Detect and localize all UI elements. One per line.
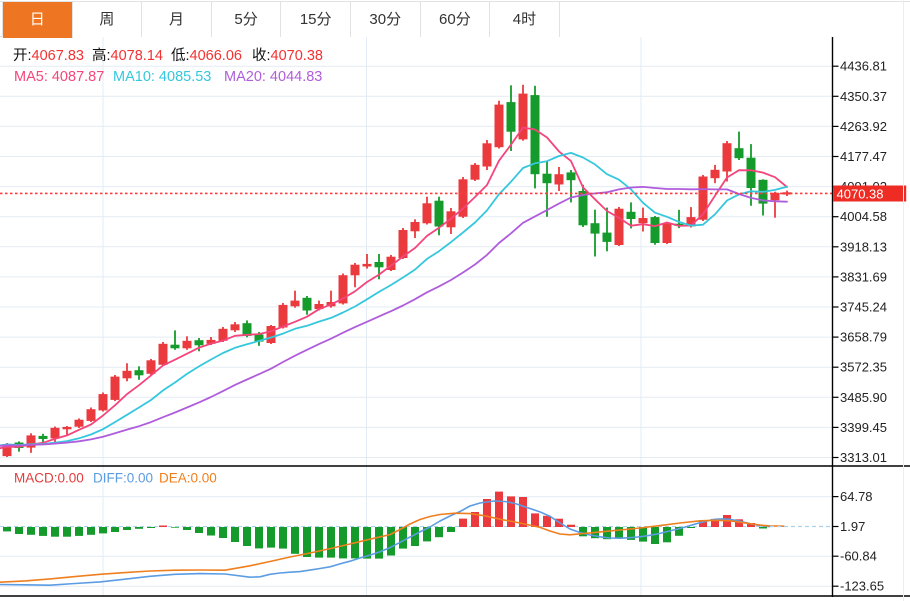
svg-text:4350.37: 4350.37 — [840, 89, 887, 104]
svg-text:3918.13: 3918.13 — [840, 239, 887, 254]
svg-text:1.97: 1.97 — [840, 519, 865, 534]
svg-text:4436.81: 4436.81 — [840, 59, 887, 74]
svg-text:3745.24: 3745.24 — [840, 300, 887, 315]
svg-text:3485.90: 3485.90 — [840, 390, 887, 405]
svg-text:-60.84: -60.84 — [840, 549, 877, 564]
svg-text:3658.79: 3658.79 — [840, 330, 887, 345]
svg-text:3572.35: 3572.35 — [840, 360, 887, 375]
svg-text:4263.92: 4263.92 — [840, 119, 887, 134]
svg-text:收:4070.38: 收:4070.38 — [252, 47, 323, 64]
svg-text:4004.58: 4004.58 — [840, 209, 887, 224]
svg-text:-123.65: -123.65 — [840, 579, 884, 594]
svg-text:开:4067.83: 开:4067.83 — [13, 48, 84, 64]
svg-text:3313.01: 3313.01 — [840, 450, 887, 465]
svg-text:4177.47: 4177.47 — [840, 149, 887, 164]
svg-text:低:4066.06: 低:4066.06 — [171, 47, 242, 64]
svg-text:3399.45: 3399.45 — [840, 420, 887, 435]
svg-text:64.78: 64.78 — [840, 489, 873, 504]
svg-text:4070.38: 4070.38 — [837, 186, 884, 201]
svg-text:高:4078.14: 高:4078.14 — [92, 47, 163, 64]
svg-text:3831.69: 3831.69 — [840, 269, 887, 284]
